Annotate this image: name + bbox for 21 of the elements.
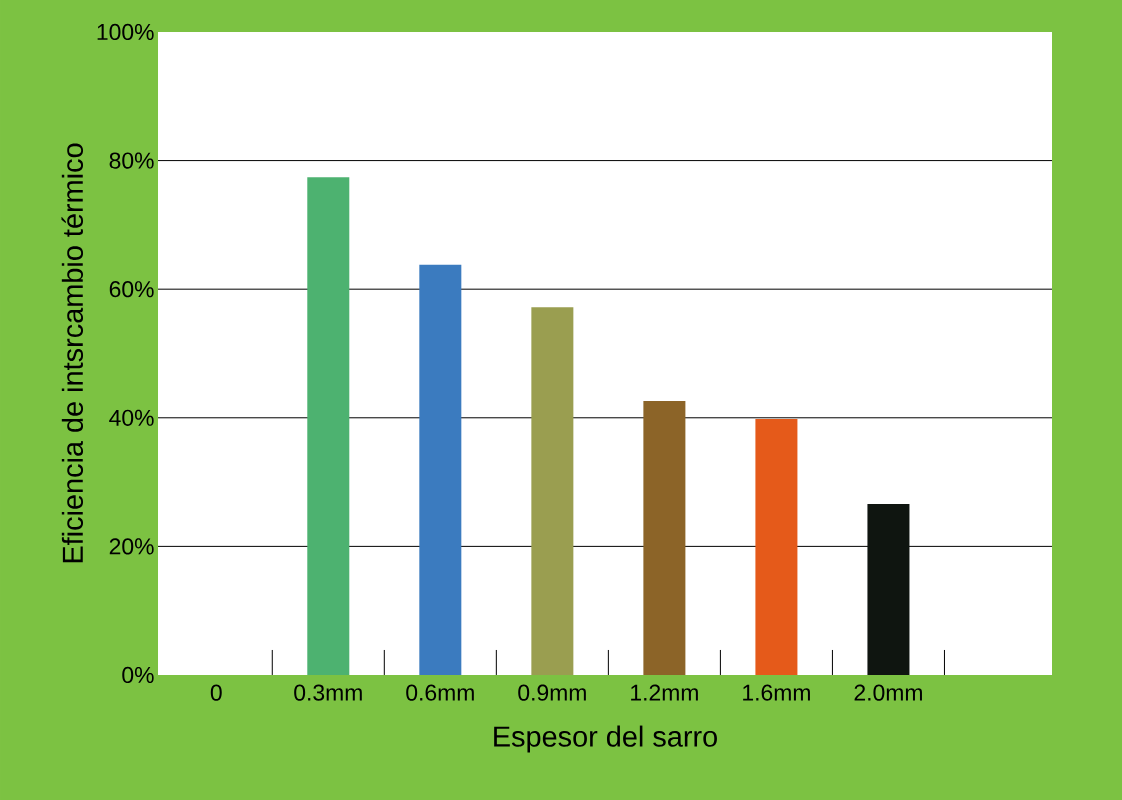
- bar: [643, 401, 686, 675]
- y-tick-label: 80%: [109, 152, 154, 169]
- y-tick-label: 20%: [109, 538, 154, 555]
- y-tick-label: 60%: [109, 281, 154, 298]
- x-tick-label: 0.9mm: [518, 684, 586, 701]
- y-tick-label: 100%: [97, 23, 154, 41]
- y-tick-label: 0%: [122, 666, 154, 684]
- x-tick-label: 0: [210, 684, 222, 701]
- y-axis-title: Eficiencia de intsrcambio térmico: [61, 143, 84, 563]
- x-tick-label: 1.2mm: [631, 684, 698, 701]
- bar: [419, 264, 462, 675]
- bar: [531, 307, 574, 675]
- x-tick-label: 0.3mm: [294, 684, 362, 701]
- x-tick-label: 0.6mm: [406, 684, 474, 701]
- y-tick-label: 40%: [109, 409, 154, 426]
- x-tick-label: 2.0mm: [854, 684, 922, 701]
- x-tick-label: 1.6mm: [743, 684, 810, 701]
- bar: [755, 419, 798, 675]
- bar: [307, 177, 350, 675]
- x-axis-title: Espesor del sarro: [494, 725, 717, 753]
- bar: [867, 503, 910, 675]
